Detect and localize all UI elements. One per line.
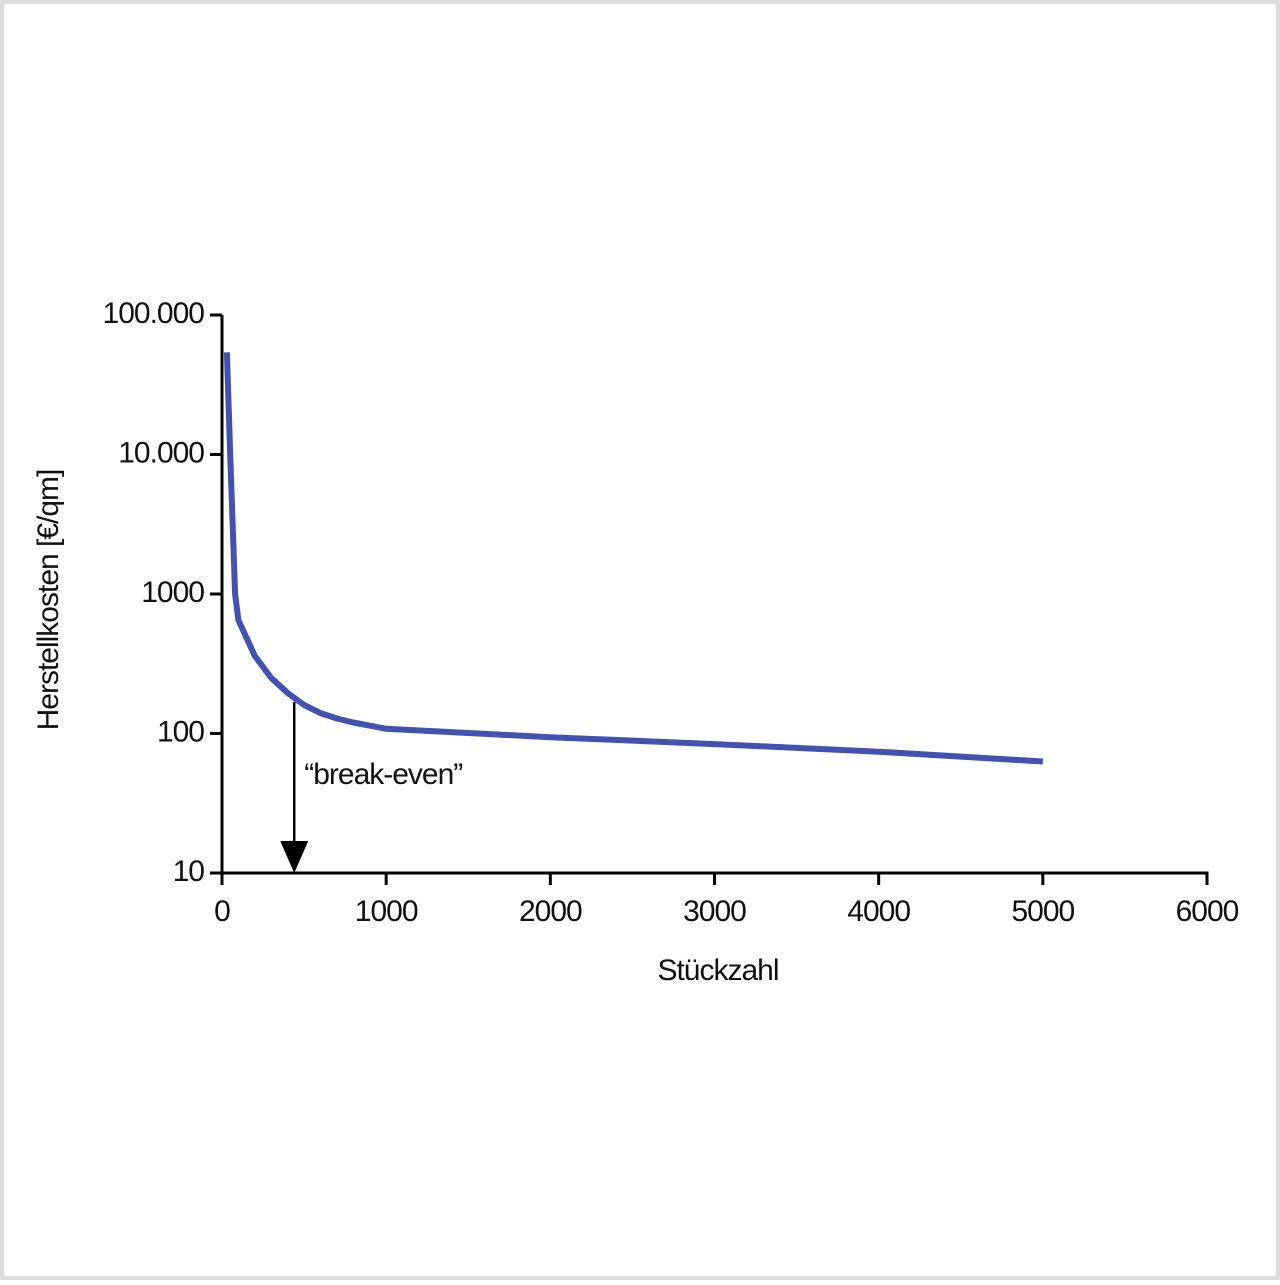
y-tick-label: 10 — [173, 855, 205, 888]
x-tick-label: 3000 — [683, 895, 746, 928]
x-tick-label: 4000 — [847, 895, 910, 928]
x-tick-label: 0 — [214, 895, 230, 928]
x-tick-label: 2000 — [519, 895, 582, 928]
y-axis-label: Herstellkosten [€/qm] — [32, 470, 65, 731]
line — [223, 352, 1043, 765]
y-tick-label: 100.000 — [103, 297, 205, 330]
x-tick-label: 1000 — [355, 895, 418, 928]
x-tick-label: 6000 — [1176, 895, 1239, 928]
annotation-text: “break-even” — [304, 758, 462, 791]
arrow-head — [280, 841, 309, 873]
x-axis-label: Stückzahl — [657, 954, 778, 987]
y-tick-label: 100 — [157, 715, 204, 748]
y-tick-label: 1000 — [141, 576, 204, 609]
y-tick-label: 10.000 — [118, 436, 204, 469]
x-tick-label: 5000 — [1011, 895, 1074, 928]
